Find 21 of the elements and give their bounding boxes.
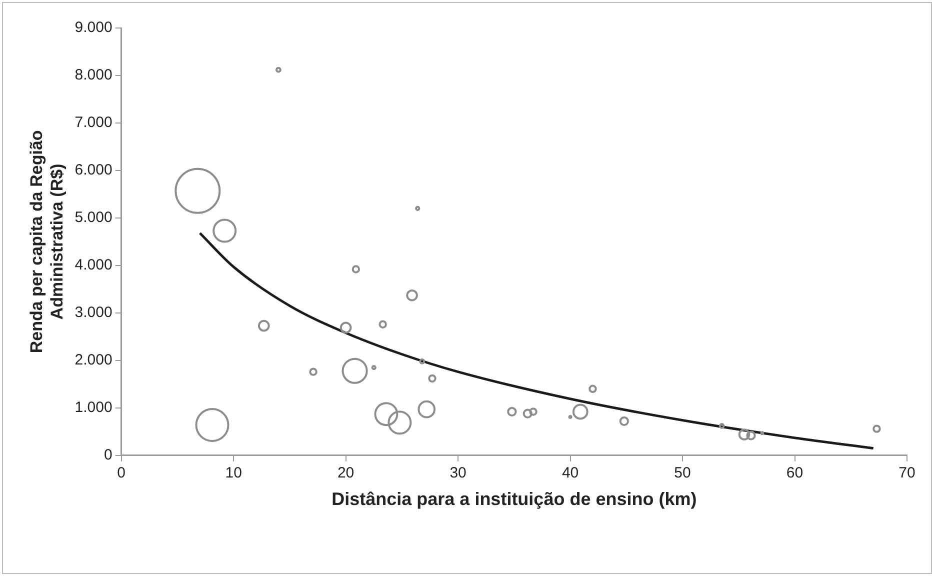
y-tick-label: 6.000 xyxy=(74,162,112,179)
x-tick-label: 60 xyxy=(786,464,804,482)
x-tick-label: 20 xyxy=(337,464,354,482)
y-tick-label: 1.000 xyxy=(74,399,112,416)
y-tick-label: 2.000 xyxy=(74,352,112,369)
y-tick-label: 9.000 xyxy=(74,19,112,36)
x-axis-title: Distância para a instituição de ensino (km) xyxy=(332,489,697,510)
y-tick-label: 3.000 xyxy=(74,304,112,322)
line-series xyxy=(198,232,875,450)
y-tick-label: 4.000 xyxy=(74,256,112,274)
x-tick-label: 10 xyxy=(225,464,242,482)
x-tick-label: 50 xyxy=(674,464,691,482)
y-axis-title: Renda per capita da Região Administrativa (R$) xyxy=(26,130,66,354)
y-tick-label: 5.000 xyxy=(74,209,112,226)
y-tick-label: 0 xyxy=(104,446,112,464)
y-tick-label: 7.000 xyxy=(74,114,112,132)
x-tick-label: 30 xyxy=(450,464,466,482)
y-tick-label: 8.000 xyxy=(74,66,112,84)
x-tick-label: 0 xyxy=(117,464,126,482)
x-tick-label: 40 xyxy=(562,464,579,482)
x-tick-label: 70 xyxy=(898,464,916,482)
